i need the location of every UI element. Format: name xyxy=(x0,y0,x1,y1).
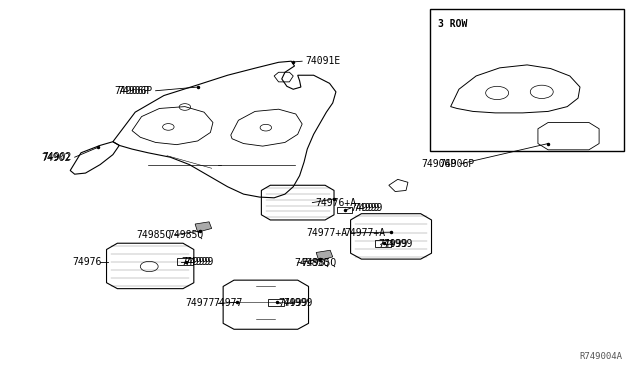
Text: 74976+A: 74976+A xyxy=(316,198,356,208)
Text: 74906P: 74906P xyxy=(117,86,152,96)
Text: 74091E: 74091E xyxy=(305,56,340,66)
Bar xyxy=(268,299,284,306)
Text: 74977: 74977 xyxy=(213,298,243,308)
Bar xyxy=(429,9,624,151)
Text: 3 ROW: 3 ROW xyxy=(438,19,467,29)
Text: 74985Q: 74985Q xyxy=(168,230,204,240)
Text: 74999: 74999 xyxy=(354,203,383,213)
Text: 74906P: 74906P xyxy=(440,159,475,169)
Bar xyxy=(375,240,391,247)
Text: 74999: 74999 xyxy=(379,239,408,249)
Text: 74999: 74999 xyxy=(284,298,313,308)
Text: 74985Q: 74985Q xyxy=(136,230,172,240)
Text: 74999: 74999 xyxy=(181,257,211,267)
Text: R749004A: R749004A xyxy=(580,352,623,361)
Bar xyxy=(177,259,193,265)
Text: 74999: 74999 xyxy=(184,257,214,267)
Text: 74902: 74902 xyxy=(41,153,70,163)
Text: 74902: 74902 xyxy=(42,152,72,162)
Polygon shape xyxy=(195,222,212,232)
Text: 74977+A: 74977+A xyxy=(344,228,385,238)
Text: 74999: 74999 xyxy=(278,298,308,308)
Text: 74985Q: 74985Q xyxy=(294,258,330,268)
Text: 74906P: 74906P xyxy=(115,86,150,96)
Bar xyxy=(337,207,353,213)
Text: 74977: 74977 xyxy=(186,298,215,308)
Polygon shape xyxy=(316,250,333,260)
Text: 74999: 74999 xyxy=(384,239,413,249)
Text: 74985Q: 74985Q xyxy=(301,258,336,268)
Text: 74999: 74999 xyxy=(351,203,380,213)
Text: 74906P: 74906P xyxy=(422,159,457,169)
Text: 74977+A: 74977+A xyxy=(307,228,348,238)
Text: 74976: 74976 xyxy=(73,257,102,267)
